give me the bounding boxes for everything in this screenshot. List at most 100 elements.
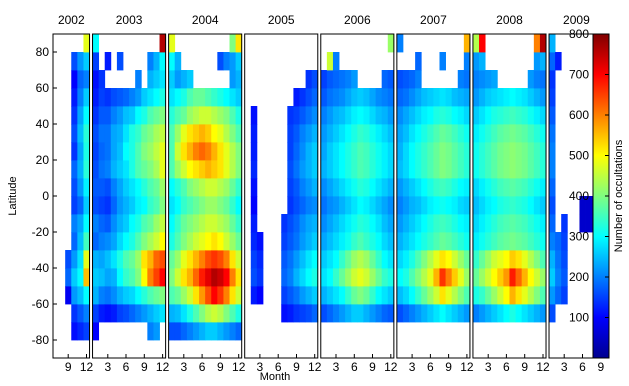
heatmap-cell xyxy=(122,232,130,251)
heatmap-cell xyxy=(186,232,194,251)
heatmap-cell xyxy=(387,88,395,107)
heatmap-cell xyxy=(199,232,206,251)
heatmap-cell xyxy=(180,88,188,107)
heatmap-cell xyxy=(451,88,459,107)
heatmap-cell xyxy=(229,160,237,179)
heatmap-cell xyxy=(180,70,188,89)
heatmap-cell xyxy=(503,178,510,197)
heatmap-cell xyxy=(199,88,206,107)
heatmap-cell xyxy=(305,214,313,233)
heatmap-cell xyxy=(229,214,237,233)
heatmap-cell xyxy=(375,178,383,197)
heatmap-cell xyxy=(479,178,486,197)
heatmap-cell xyxy=(521,142,529,161)
heatmap-cell xyxy=(229,70,237,89)
heatmap-cell xyxy=(555,250,562,269)
heatmap-cell xyxy=(116,214,124,233)
heatmap-cell xyxy=(293,232,300,251)
heatmap-cell xyxy=(122,106,130,125)
heatmap-cell xyxy=(445,142,453,161)
heatmap-cell xyxy=(351,160,358,179)
heatmap-cell xyxy=(396,34,404,53)
heatmap-cell xyxy=(497,304,504,323)
y-tick-label: -60 xyxy=(32,297,50,311)
heatmap-cell xyxy=(439,52,446,71)
heatmap-cell xyxy=(159,214,167,233)
heatmap-cell xyxy=(168,232,176,251)
heatmap-cell xyxy=(472,142,480,161)
heatmap-cell xyxy=(235,268,243,287)
heatmap-cell xyxy=(211,178,218,197)
heatmap-cell xyxy=(147,304,154,323)
heatmap-cell xyxy=(415,106,422,125)
heatmap-cell xyxy=(351,178,358,197)
heatmap-cell xyxy=(479,232,486,251)
heatmap-cell xyxy=(387,142,395,161)
heatmap-cell xyxy=(396,304,404,323)
heatmap-cell xyxy=(98,268,106,287)
heatmap-cell xyxy=(555,52,562,71)
heatmap-cell xyxy=(332,232,340,251)
heatmap-cell xyxy=(217,160,224,179)
heatmap-cell xyxy=(71,304,78,323)
heatmap-cell xyxy=(421,124,428,143)
heatmap-cell xyxy=(527,286,535,305)
heatmap-cell xyxy=(235,88,243,107)
heatmap-cell xyxy=(129,142,136,161)
heatmap-cell xyxy=(527,142,535,161)
heatmap-cell xyxy=(135,196,142,215)
heatmap-cell xyxy=(174,304,182,323)
heatmap-cell xyxy=(533,88,541,107)
heatmap-cell xyxy=(147,124,154,143)
heatmap-cell xyxy=(180,250,188,269)
heatmap-cell xyxy=(402,232,410,251)
heatmap-cell xyxy=(439,142,446,161)
heatmap-cell xyxy=(485,70,492,89)
heatmap-cell xyxy=(381,160,389,179)
heatmap-cell xyxy=(332,106,340,125)
heatmap-cell xyxy=(433,178,440,197)
heatmap-cell xyxy=(387,160,395,179)
heatmap-cell xyxy=(463,304,471,323)
heatmap-cell xyxy=(381,142,389,161)
heatmap-cell xyxy=(153,214,160,233)
heatmap-cell xyxy=(345,124,352,143)
heatmap-cell xyxy=(345,142,352,161)
heatmap-cell xyxy=(141,88,148,107)
heatmap-cell xyxy=(159,34,167,53)
heatmap-cell xyxy=(71,52,78,71)
heatmap-cell xyxy=(326,52,334,71)
heatmap-cell xyxy=(153,232,160,251)
heatmap-cell xyxy=(427,250,434,269)
heatmap-cell xyxy=(497,142,504,161)
heatmap-cell xyxy=(485,268,492,287)
heatmap-cell xyxy=(479,106,486,125)
heatmap-cell xyxy=(326,106,334,125)
heatmap-cell xyxy=(287,268,294,287)
heatmap-cell xyxy=(174,142,182,161)
heatmap-cell xyxy=(549,160,556,179)
heatmap-cell xyxy=(217,52,224,71)
heatmap-cell xyxy=(229,232,237,251)
heatmap-cell xyxy=(168,268,176,287)
year-label: 2009 xyxy=(563,13,590,27)
heatmap-cell xyxy=(320,106,328,125)
heatmap-cell xyxy=(65,268,72,287)
heatmap-cell xyxy=(509,286,516,305)
heatmap-cell xyxy=(229,178,237,197)
heatmap-cell xyxy=(299,214,306,233)
x-tick-label: 9 xyxy=(65,360,72,374)
heatmap-cell xyxy=(387,124,395,143)
heatmap-cell xyxy=(281,286,288,305)
heatmap-cell xyxy=(363,124,370,143)
heatmap-cell xyxy=(83,214,90,233)
heatmap-cell xyxy=(539,178,547,197)
heatmap-cell xyxy=(98,232,106,251)
heatmap-cell xyxy=(415,196,422,215)
heatmap-cell xyxy=(192,268,200,287)
heatmap-cell xyxy=(533,214,541,233)
heatmap-cell xyxy=(180,268,188,287)
heatmap-cell xyxy=(521,232,529,251)
heatmap-cell xyxy=(223,250,230,269)
x-tick-label: 9 xyxy=(369,360,376,374)
